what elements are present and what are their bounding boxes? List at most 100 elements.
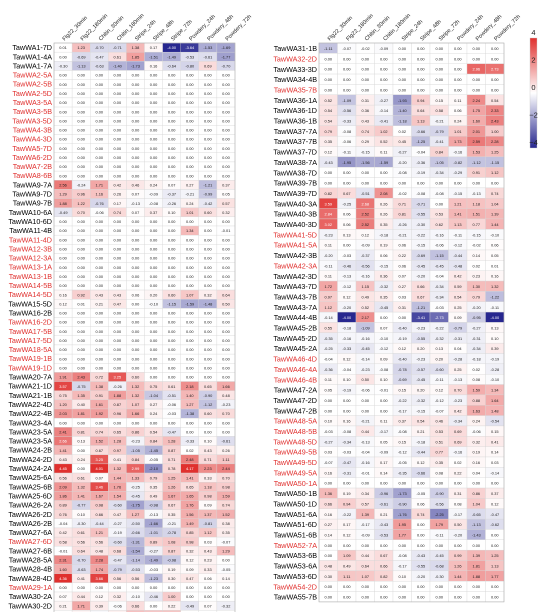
- cell-value-label: 0.54: [417, 419, 425, 424]
- cell-value-label: 0.26: [380, 201, 388, 206]
- cell-value-label: 0.00: [150, 128, 158, 133]
- cell-value-label: 0.00: [472, 584, 480, 589]
- cell-value-label: 0.00: [114, 146, 122, 151]
- row-label: TawWA26-2D: [8, 510, 52, 519]
- cell-value-label: 1.73: [454, 139, 462, 144]
- cell-value-label: 0.00: [491, 532, 499, 537]
- cell-value-label: 0.52: [380, 139, 388, 144]
- row-label: TawWA17-5B: [9, 327, 52, 336]
- cell-value-label: 0.00: [95, 100, 103, 105]
- cell-value-label: 0.87: [168, 548, 176, 553]
- cell-value-label: -0.11: [490, 305, 499, 310]
- cell-value-label: 0.00: [380, 408, 388, 413]
- cell-value-label: -0.66: [131, 530, 140, 535]
- cell-value-label: 0.07: [380, 325, 388, 330]
- cell-value-label: 0.32: [186, 548, 194, 553]
- heatmap-cell: [108, 610, 127, 612]
- cell-value-label: -0.55: [416, 212, 425, 217]
- cell-value-label: 0.00: [59, 256, 67, 261]
- cell-value-label: 0.00: [361, 170, 369, 175]
- cell-value-label: 0.00: [380, 595, 388, 600]
- row-label: TawWA23-4A: [9, 418, 52, 427]
- cell-value-label: 0.00: [77, 585, 85, 590]
- cell-value-label: 0.00: [204, 118, 212, 123]
- row-label: TawWA37-7A: [274, 127, 317, 136]
- row-label: TawWA46-4D: [273, 355, 317, 364]
- cell-value-label: -1.45: [149, 448, 158, 453]
- cell-value-label: 0.60: [132, 375, 140, 380]
- cell-value-label: 0.00: [114, 329, 122, 334]
- cell-value-label: 0.00: [59, 228, 67, 233]
- cell-value-label: 0.00: [114, 164, 122, 169]
- cell-value-label: 0.00: [77, 365, 85, 370]
- cell-value-label: 0.00: [186, 594, 194, 599]
- cell-value-label: 0.70: [454, 388, 462, 393]
- cell-value-label: -0.51: [167, 393, 176, 398]
- cell-value-label: -1.43: [472, 532, 481, 537]
- row-label: TawWA40-3A: [274, 199, 317, 208]
- cell-value-label: -1.05: [131, 448, 140, 453]
- cell-value-label: 0.00: [186, 347, 194, 352]
- row-label: TawWA25-6D: [8, 491, 52, 500]
- cell-value-label: 0.15: [435, 98, 443, 103]
- cell-value-label: 0.00: [222, 365, 230, 370]
- cell-value-label: 0.48: [222, 393, 230, 398]
- cell-value-label: -0.25: [131, 484, 140, 489]
- cell-value-label: -0.32: [435, 336, 444, 341]
- cell-value-label: 0.00: [186, 237, 194, 242]
- cell-value-label: -0.07: [435, 408, 444, 413]
- cell-value-label: -0.21: [185, 192, 194, 197]
- cell-value-label: -0.34: [472, 346, 482, 351]
- cell-value-label: 0.00: [472, 181, 480, 186]
- cell-value-label: 0.54: [324, 118, 332, 123]
- cell-value-label: -1.95: [342, 160, 351, 165]
- cell-value-label: 0.06: [417, 501, 425, 506]
- cell-value-label: 0.01: [491, 263, 499, 268]
- row-label: TawWA50-1D: [273, 499, 317, 508]
- cell-value-label: 0.00: [132, 91, 140, 96]
- cell-value-label: 0.00: [343, 181, 351, 186]
- cell-value-label: 0.32: [222, 210, 230, 215]
- cell-value-label: -0.98: [149, 503, 158, 508]
- cell-value-label: 0.89: [150, 539, 158, 544]
- cell-value-label: 0.12: [186, 558, 194, 563]
- cell-value-label: 1.34: [186, 228, 194, 233]
- cell-value-label: 0.00: [132, 164, 140, 169]
- cell-value-label: -0.22: [435, 325, 444, 330]
- cell-value-label: 0.00: [168, 320, 176, 325]
- cell-value-label: 0.00: [95, 247, 103, 252]
- cell-value-label: -1.21: [416, 305, 425, 310]
- cell-value-label: 0.49: [150, 494, 158, 499]
- cell-value-label: -0.15: [416, 408, 425, 413]
- cell-value-label: 0.00: [168, 375, 176, 380]
- cell-value-label: -0.23: [361, 367, 370, 372]
- cell-value-label: 0.00: [132, 109, 140, 114]
- cell-value-label: -0.10: [379, 336, 389, 341]
- cell-value-label: -0.33: [342, 346, 351, 351]
- cell-value-label: -0.03: [342, 253, 351, 258]
- cell-value-label: 0.53: [435, 429, 443, 434]
- cell-value-label: 1.12: [204, 530, 212, 535]
- cell-value-label: -3.41: [416, 315, 425, 320]
- cell-value-label: 0.00: [324, 56, 332, 61]
- cell-value-label: 0.00: [77, 100, 85, 105]
- row-label: TawWA28-4D: [8, 574, 52, 583]
- cell-value-label: 0.00: [77, 155, 85, 160]
- cell-value-label: 1.81: [472, 564, 480, 569]
- cell-value-label: -0.19: [416, 170, 425, 175]
- cell-value-label: -0.30: [59, 64, 69, 69]
- cell-value-label: -0.45: [416, 377, 425, 382]
- cell-value-label: 0.24: [454, 118, 462, 123]
- cell-value-label: 1.74: [95, 567, 103, 572]
- cell-value-label: 0.86: [132, 430, 140, 435]
- cell-value-label: -0.62: [490, 522, 499, 527]
- cell-value-label: 0.11: [454, 98, 461, 103]
- cell-value-label: -0.05: [149, 457, 158, 462]
- cell-value-label: 0.00: [361, 543, 369, 548]
- cell-value-label: -0.30: [77, 521, 87, 526]
- cell-value-label: -0.09: [379, 46, 388, 51]
- cell-value-label: 0.35: [435, 460, 443, 465]
- cell-value-label: 0.98: [95, 503, 103, 508]
- cell-value-label: 0.26: [380, 212, 388, 217]
- cell-value-label: -0.16: [453, 450, 462, 455]
